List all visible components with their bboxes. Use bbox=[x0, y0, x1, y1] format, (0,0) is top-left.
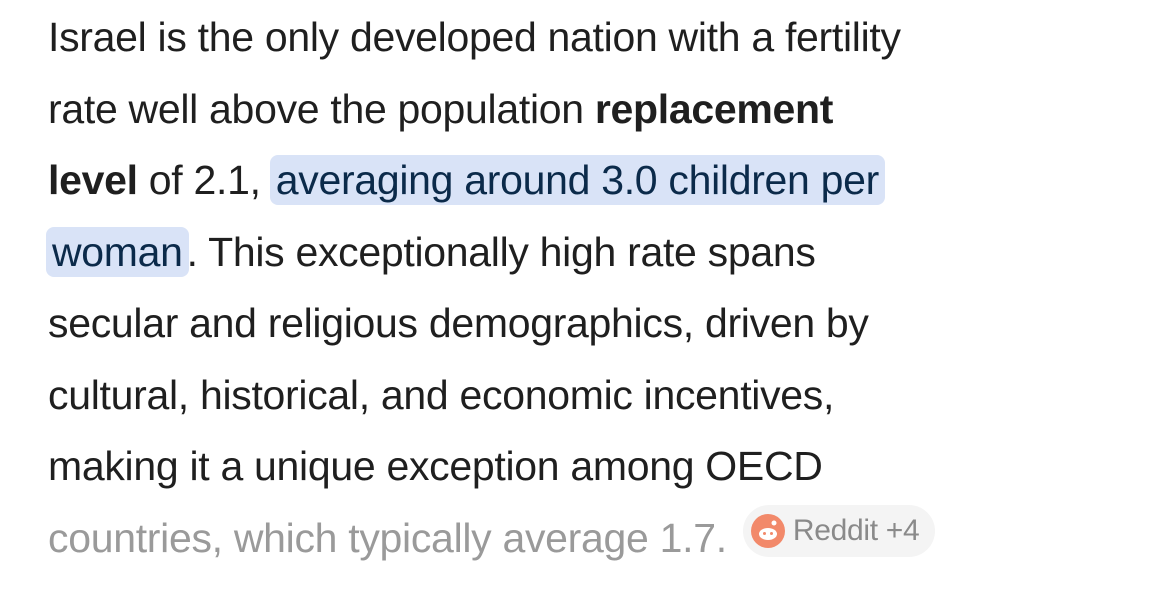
source-chip[interactable]: Reddit +4 bbox=[742, 504, 936, 557]
source-label: Reddit +4 bbox=[792, 513, 920, 547]
answer-paragraph: Israel is the only developed nation with… bbox=[46, 0, 936, 575]
highlight-text: woman bbox=[46, 226, 189, 277]
text-line: Israel is the only developed nation with… bbox=[48, 2, 935, 74]
text: secular and religious demographics, driv… bbox=[48, 300, 869, 346]
text: . This exceptionally high rate spans bbox=[186, 228, 816, 275]
text-line: countries, which typically average 1.7. R… bbox=[48, 503, 936, 575]
bold-text: replacement bbox=[594, 85, 834, 132]
text-line: cultural, historical, and economic incen… bbox=[48, 360, 935, 432]
text-line: secular and religious demographics, driv… bbox=[48, 288, 935, 360]
text: making it a unique exception among OECD bbox=[48, 443, 823, 489]
text-line: level of 2.1, averaging around 3.0 child… bbox=[48, 145, 935, 217]
text: Israel is the only developed nation with… bbox=[48, 14, 901, 60]
text: rate well above the population bbox=[48, 85, 595, 132]
bold-text: level bbox=[48, 157, 138, 203]
reddit-icon bbox=[750, 513, 785, 548]
highlight-text: averaging around 3.0 children per bbox=[269, 155, 886, 205]
text: cultural, historical, and economic incen… bbox=[48, 371, 835, 418]
text: of 2.1, bbox=[137, 157, 272, 203]
faded-text: countries, which typically average 1.7. bbox=[48, 514, 727, 561]
text-line: making it a unique exception among OECD bbox=[48, 431, 935, 503]
text-line: woman. This exceptionally high rate span… bbox=[46, 217, 935, 289]
text-line: rate well above the population replaceme… bbox=[48, 74, 935, 146]
